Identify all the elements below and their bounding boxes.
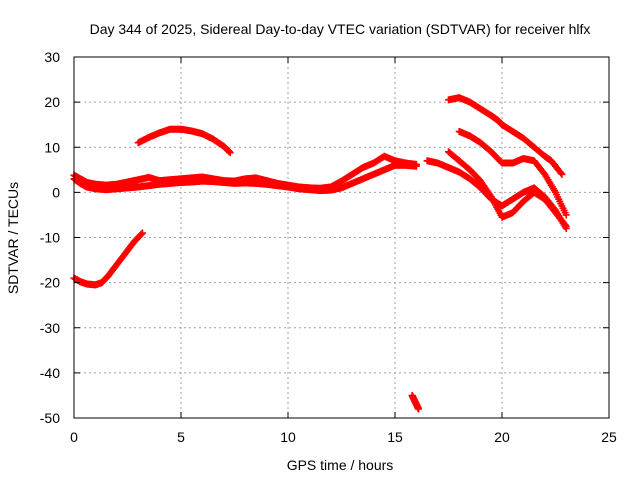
y-tick-label: 0: [52, 184, 60, 200]
series-band-main-high: [70, 152, 420, 192]
x-tick-label: 10: [280, 429, 296, 445]
y-tick-label: 30: [44, 49, 60, 65]
data-point: [415, 405, 423, 413]
data-point: [561, 221, 569, 229]
y-tick-label: 20: [44, 94, 60, 110]
y-tick-label: -20: [40, 275, 60, 291]
data-point: [562, 222, 570, 230]
series-hour16-drop: [408, 391, 423, 413]
data-point: [557, 169, 565, 177]
x-tick-label: 15: [387, 429, 403, 445]
chart-title: Day 344 of 2025, Sidereal Day-to-day VTE…: [90, 21, 591, 37]
series-late-upper-arc: [445, 94, 566, 178]
data-point: [226, 149, 234, 157]
series-late-mid-arc: [455, 127, 570, 219]
x-tick-label: 0: [70, 429, 78, 445]
series-late-lower-arc-2: [445, 148, 570, 230]
series-morning-hump: [134, 125, 234, 157]
data-point: [138, 230, 146, 238]
data-point: [562, 211, 570, 219]
tick-labels: 0 5 10 15 20 25 -50 -40 -30 -20 -10 0 10 20 30: [40, 49, 617, 445]
axis-ticks: [73, 56, 610, 419]
y-axis-label: SDTVAR / TECUs: [5, 182, 21, 294]
series-early-negative-arc: [70, 229, 146, 289]
x-tick-label: 5: [177, 429, 185, 445]
data-point: [558, 170, 566, 178]
y-tick-label: 10: [44, 139, 60, 155]
y-tick-label: -40: [40, 365, 60, 381]
data-point: [412, 160, 420, 168]
x-axis-label: GPS time / hours: [287, 457, 394, 473]
y-tick-label: -10: [40, 230, 60, 246]
data-series: [70, 94, 570, 413]
data-point: [138, 229, 146, 237]
x-tick-label: 25: [601, 429, 617, 445]
x-tick-label: 20: [494, 429, 510, 445]
y-tick-label: -50: [40, 410, 60, 426]
y-tick-label: -30: [40, 320, 60, 336]
